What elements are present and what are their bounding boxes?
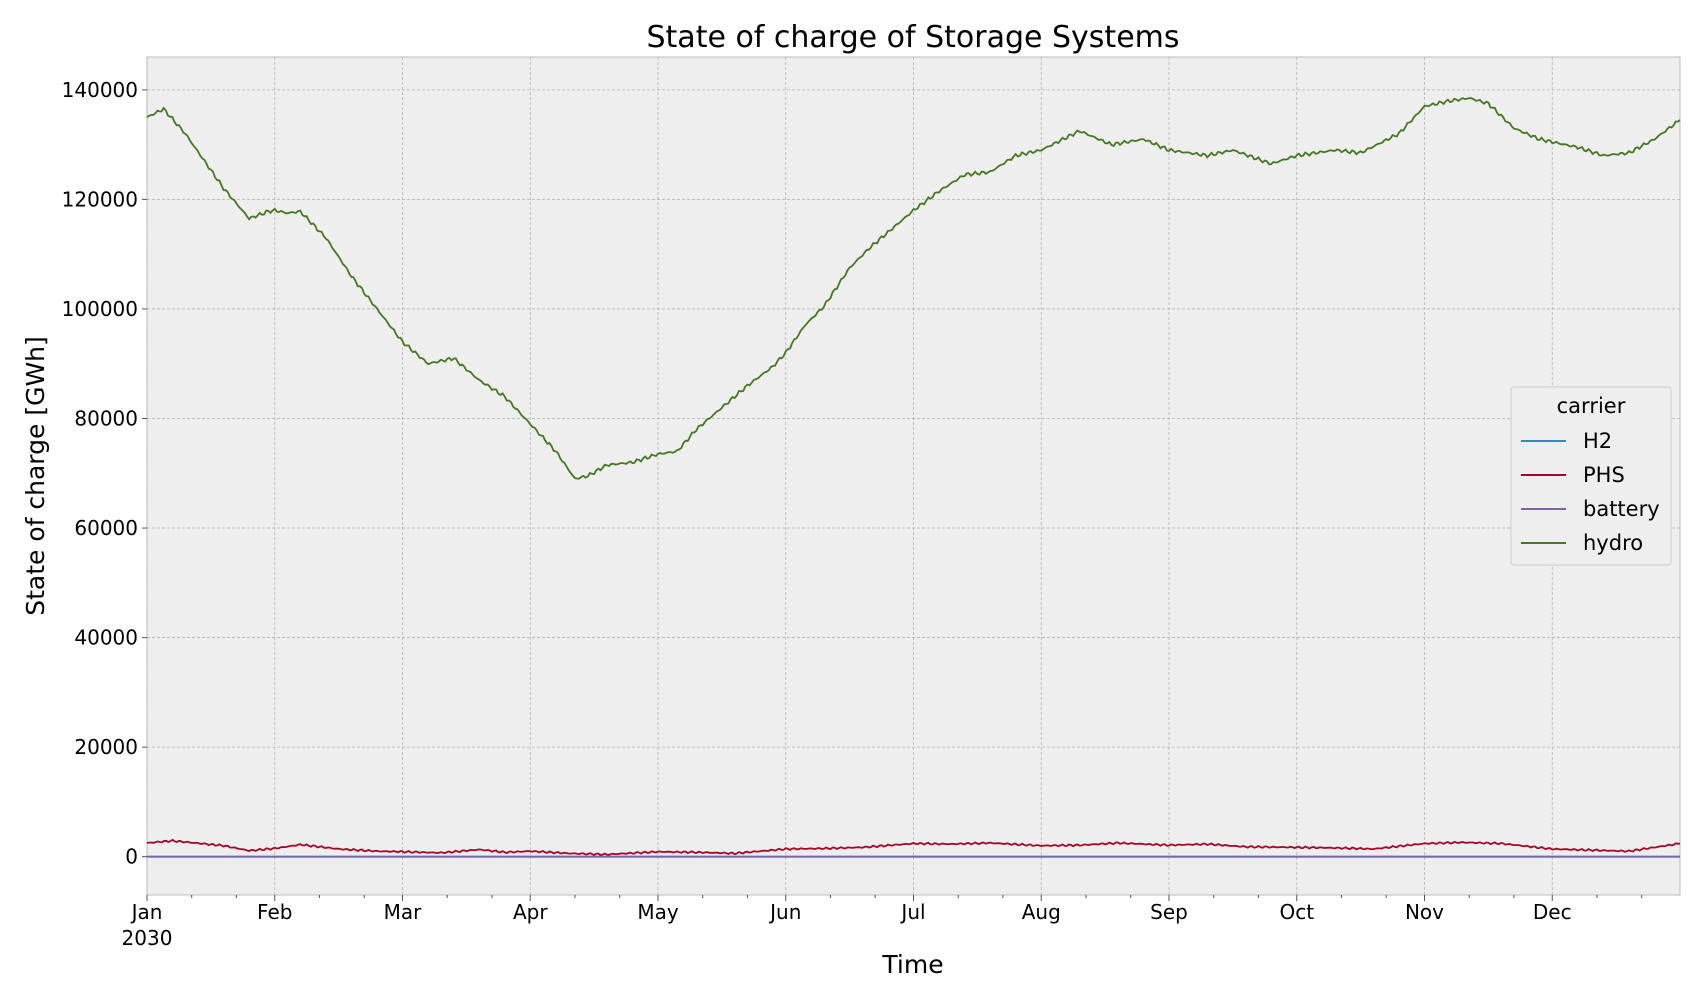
- y-tick-label: 140000: [62, 78, 138, 102]
- legend-label-phs: PHS: [1583, 463, 1625, 487]
- x-tick-label: Oct: [1279, 900, 1314, 924]
- legend: carrier H2 PHS battery hydro: [1510, 386, 1672, 566]
- x-axis-label: Time: [881, 950, 943, 979]
- legend-items: H2 PHS battery hydro: [1521, 429, 1660, 555]
- y-tick-label: 120000: [62, 187, 138, 211]
- y-tick-label: 40000: [74, 626, 138, 650]
- x-tick-label: Jan: [130, 900, 163, 924]
- x-tick-sublabel: 2030: [122, 926, 173, 950]
- legend-label-h2: H2: [1583, 429, 1612, 453]
- y-tick-label: 0: [125, 845, 138, 869]
- x-tick-label: Nov: [1405, 900, 1444, 924]
- x-tick-label: Apr: [513, 900, 548, 924]
- x-tick-label: Feb: [257, 900, 292, 924]
- y-axis-label: State of charge [GWh]: [21, 336, 50, 616]
- y-tick-label: 60000: [74, 516, 138, 540]
- plot-background: [146, 56, 1681, 896]
- chart-title: State of charge of Storage Systems: [647, 20, 1180, 55]
- x-tick-label: Sep: [1150, 900, 1188, 924]
- x-tick-label: Aug: [1022, 900, 1061, 924]
- legend-title: carrier: [1557, 394, 1626, 418]
- legend-label-battery: battery: [1583, 497, 1660, 521]
- x-tick-label: May: [637, 900, 679, 924]
- y-tick-label: 100000: [62, 297, 138, 321]
- x-tick-label: Dec: [1533, 900, 1572, 924]
- y-tick-label: 20000: [74, 735, 138, 759]
- series-lines: [146, 97, 1681, 858]
- y-axis-ticks: 0 20000 40000 60000 80000 100000 120000 140000: [62, 78, 147, 869]
- x-tick-label: Jun: [768, 900, 801, 924]
- legend-box: [1510, 386, 1672, 566]
- legend-label-hydro: hydro: [1583, 531, 1643, 555]
- x-tick-label: Mar: [384, 900, 423, 924]
- x-tick-label: Jul: [899, 900, 925, 924]
- y-tick-label: 80000: [74, 406, 138, 430]
- series-line-hydro: [146, 97, 1681, 480]
- series-line-phs: [146, 838, 1681, 857]
